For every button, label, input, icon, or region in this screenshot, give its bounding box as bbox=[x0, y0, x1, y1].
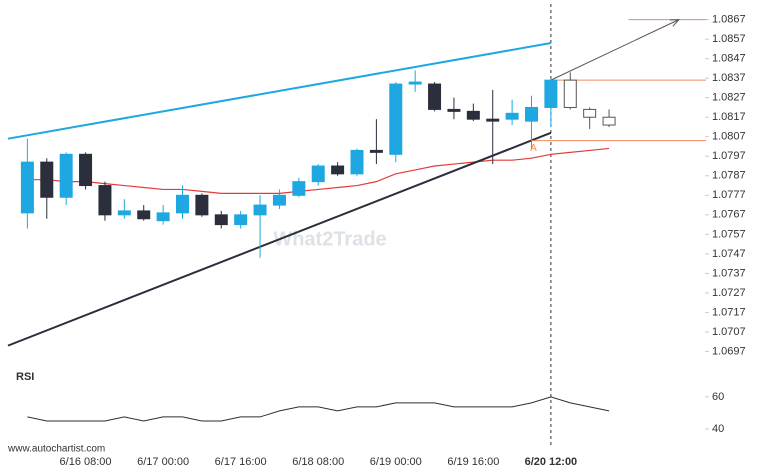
y-tick-label: 1.0807 bbox=[712, 131, 746, 143]
candle-body bbox=[292, 181, 306, 196]
candle-body bbox=[389, 83, 403, 155]
annotation: A bbox=[530, 143, 537, 154]
watermark: What2Trade bbox=[273, 228, 386, 250]
y-tick-label: 1.0717 bbox=[712, 306, 746, 318]
y-tick-label: 1.0847 bbox=[712, 53, 746, 65]
candle-body bbox=[447, 108, 461, 112]
candle-body bbox=[195, 194, 209, 216]
candle-body bbox=[253, 204, 267, 216]
candle-body bbox=[602, 116, 616, 126]
y-tick-label: 1.0777 bbox=[712, 189, 746, 201]
y-tick-label: 1.0797 bbox=[712, 150, 746, 162]
candle-body bbox=[350, 149, 364, 175]
candle-body bbox=[408, 81, 422, 85]
candle-body bbox=[59, 153, 73, 198]
candle-body bbox=[40, 161, 54, 198]
candle-body bbox=[563, 79, 577, 108]
candle-body bbox=[176, 194, 189, 214]
candle-body bbox=[272, 194, 286, 206]
y-tick-label: 60 bbox=[712, 391, 724, 403]
x-tick-label: 6/17 16:00 bbox=[215, 456, 267, 468]
candle-body bbox=[544, 79, 558, 108]
candle-body bbox=[137, 210, 151, 220]
candle-body bbox=[214, 214, 228, 226]
x-tick-label: 6/19 00:00 bbox=[370, 456, 422, 468]
candle-body bbox=[20, 161, 34, 214]
y-tick-label: 1.0827 bbox=[712, 92, 746, 104]
y-tick-label: 1.0697 bbox=[712, 345, 746, 357]
candle-body bbox=[525, 106, 538, 122]
y-tick-label: 1.0857 bbox=[712, 33, 746, 45]
y-tick-label: 40 bbox=[712, 423, 724, 435]
y-tick-label: 1.0837 bbox=[712, 72, 746, 84]
candle-body bbox=[311, 165, 325, 183]
panel-title: RSI bbox=[16, 371, 34, 383]
candle-body bbox=[79, 153, 93, 187]
y-tick-label: 1.0767 bbox=[712, 209, 746, 221]
trend-line bbox=[7, 131, 552, 347]
y-tick-label: 1.0737 bbox=[712, 267, 746, 279]
candle-body bbox=[583, 108, 597, 118]
x-tick-label: 6/17 00:00 bbox=[137, 456, 189, 468]
arrow-head bbox=[669, 19, 681, 27]
trend-line bbox=[7, 42, 552, 140]
candle-body bbox=[331, 165, 345, 175]
y-tick-label: 1.0817 bbox=[712, 111, 746, 123]
candle-body bbox=[98, 185, 112, 216]
x-tick-label: 6/18 08:00 bbox=[292, 456, 344, 468]
candle-body bbox=[369, 149, 383, 153]
candle-body bbox=[117, 210, 131, 216]
y-tick-label: 1.0747 bbox=[712, 248, 746, 260]
y-tick-label: 1.0727 bbox=[712, 287, 746, 299]
forecast-arrow bbox=[550, 19, 680, 81]
candle-body bbox=[156, 212, 170, 222]
candle-body bbox=[486, 118, 500, 122]
source: www.autochartist.com bbox=[7, 444, 105, 455]
y-tick-label: 1.0707 bbox=[712, 326, 746, 338]
y-tick-label: 1.0787 bbox=[712, 170, 746, 182]
rsi-line bbox=[27, 396, 610, 422]
x-tick-label: 6/16 08:00 bbox=[60, 456, 112, 468]
y-tick-label: 1.0867 bbox=[712, 14, 746, 26]
y-tick-label: 1.0757 bbox=[712, 228, 746, 240]
candle-body bbox=[505, 112, 519, 120]
candle-body bbox=[234, 214, 248, 226]
moving-average bbox=[27, 147, 610, 194]
candle-body bbox=[428, 83, 442, 110]
x-tick-label: 6/20 12:00 bbox=[525, 456, 578, 468]
x-tick-label: 6/19 16:00 bbox=[447, 456, 499, 468]
candle-body bbox=[466, 110, 480, 120]
